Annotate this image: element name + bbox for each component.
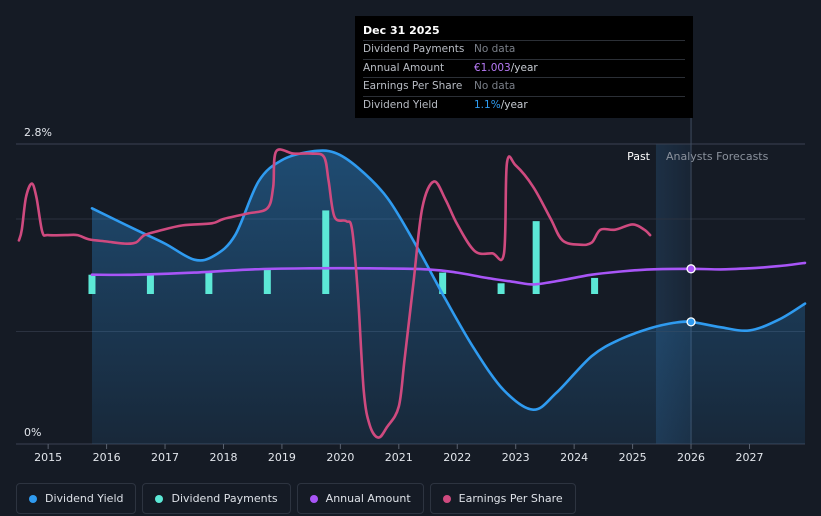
dividend-payment-bar xyxy=(439,272,447,294)
legend-dot-icon xyxy=(442,494,451,503)
x-tick-label: 2024 xyxy=(560,451,588,464)
legend-annual-amount[interactable]: Annual Amount xyxy=(296,483,424,514)
dividend-yield-area xyxy=(92,150,805,444)
y-tick-bottom: 0% xyxy=(24,426,41,439)
legend-label: Earnings Per Share xyxy=(458,492,563,505)
dividend-yield-marker xyxy=(686,317,696,327)
x-tick-label: 2020 xyxy=(326,451,354,464)
dividend-payment-bar xyxy=(322,210,330,294)
dividend-payment-bar xyxy=(263,269,271,294)
dividend-payments-bars xyxy=(88,210,599,294)
tooltip-row-dividend-payments: Dividend Payments No data xyxy=(363,40,685,59)
tooltip-value: €1.003 xyxy=(474,61,511,74)
tooltip-label: Dividend Payments xyxy=(363,43,465,55)
x-tick-label: 2021 xyxy=(385,451,413,464)
tooltip-row-annual-amount: Annual Amount €1.003/year xyxy=(363,58,685,78)
legend-label: Annual Amount xyxy=(325,492,411,505)
x-tick-label: 2023 xyxy=(502,451,530,464)
x-tick-label: 2025 xyxy=(619,451,647,464)
tooltip-unit: /year xyxy=(500,98,528,111)
tooltip-label: Dividend Yield xyxy=(363,98,438,111)
legend-dot-icon xyxy=(29,494,37,503)
legend-dot-icon xyxy=(309,494,318,503)
legend-dividend-payments[interactable]: Dividend Payments xyxy=(142,483,291,514)
y-tick-top: 2.8% xyxy=(24,126,52,139)
dividend-payment-bar xyxy=(88,274,96,294)
x-tick-label: 2015 xyxy=(34,451,62,464)
tooltip-value: No data xyxy=(474,43,516,55)
series-lines xyxy=(17,148,807,439)
tooltip: Dec 31 2025 Dividend Payments No data An… xyxy=(355,16,693,118)
dividend-yield-line xyxy=(90,149,807,411)
earnings-per-share-line xyxy=(17,148,652,439)
x-axis: 2015 2016 2017 2018 2019 2020 2021 2022 2023 2024… xyxy=(34,444,763,464)
dividend-payment-bar xyxy=(205,272,213,294)
annual-amount-marker xyxy=(686,264,696,274)
dividend-payment-bar xyxy=(146,274,154,294)
tooltip-label: Annual Amount xyxy=(363,61,445,74)
tooltip-date: Dec 31 2025 xyxy=(363,24,440,37)
legend-label: Dividend Payments xyxy=(171,492,278,505)
yield-area-layer xyxy=(92,150,805,444)
dividend-payment-bar xyxy=(497,283,505,294)
legend-dot-icon xyxy=(155,494,164,503)
legend: Dividend Yield Dividend Payments Annual … xyxy=(16,483,576,514)
x-tick-label: 2022 xyxy=(443,451,471,464)
tooltip-unit: /year xyxy=(510,61,538,74)
past-label: Past xyxy=(627,150,651,163)
tooltip-value: No data xyxy=(474,80,516,92)
tooltip-value: 1.1% xyxy=(474,98,501,111)
tooltip-row-earnings-per-share: Earnings Per Share No data xyxy=(363,77,685,96)
tooltip-label: Earnings Per Share xyxy=(363,80,463,92)
dividend-payment-bar xyxy=(532,221,540,294)
x-tick-label: 2019 xyxy=(268,451,296,464)
x-tick-label: 2017 xyxy=(151,451,179,464)
legend-label: Dividend Yield xyxy=(45,492,124,505)
forecast-label: Analysts Forecasts xyxy=(666,150,769,163)
annual-amount-line xyxy=(90,261,807,286)
x-tick-label: 2018 xyxy=(209,451,237,464)
markers xyxy=(686,264,696,327)
legend-dividend-yield[interactable]: Dividend Yield xyxy=(16,483,137,514)
x-tick-label: 2016 xyxy=(93,451,121,464)
x-tick-label: 2026 xyxy=(677,451,705,464)
tooltip-row-dividend-yield: Dividend Yield 1.1%/year xyxy=(363,95,685,115)
legend-earnings-per-share[interactable]: Earnings Per Share xyxy=(429,483,576,514)
dividend-payment-bar xyxy=(591,277,599,294)
x-tick-label: 2027 xyxy=(735,451,763,464)
